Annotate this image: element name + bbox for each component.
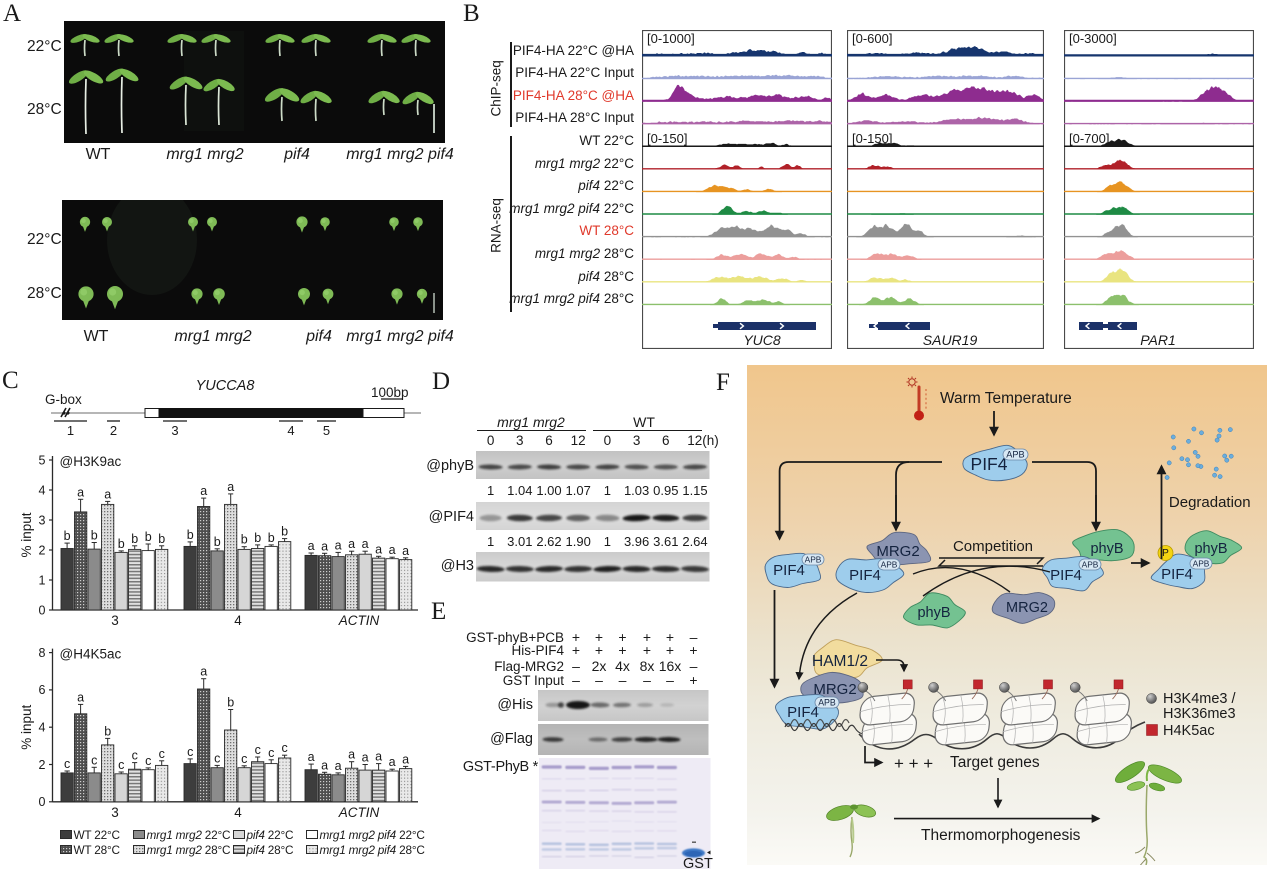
- svg-text:PIF4: PIF4: [773, 562, 805, 579]
- svg-text:H3K36me3: H3K36me3: [1163, 706, 1236, 722]
- svg-text:a: a: [335, 538, 342, 552]
- svg-text:b: b: [118, 537, 125, 551]
- svg-text:Warm Temperature: Warm Temperature: [940, 390, 1072, 407]
- svg-text:b: b: [254, 531, 261, 545]
- svg-text:3: 3: [111, 805, 119, 820]
- svg-text:% input: % input: [20, 512, 34, 557]
- svg-text:PIF4: PIF4: [971, 454, 1008, 474]
- svg-text:6: 6: [39, 683, 46, 697]
- svg-text:5: 5: [39, 453, 46, 467]
- svg-text:c: c: [187, 745, 193, 759]
- svg-text:Degradation: Degradation: [1169, 494, 1251, 511]
- svg-text:APB: APB: [1006, 450, 1024, 460]
- svg-text:MRG2: MRG2: [813, 681, 856, 698]
- svg-text:c: c: [159, 747, 165, 761]
- svg-text:c: c: [241, 752, 247, 766]
- svg-text:3: 3: [39, 513, 46, 527]
- svg-text:PIF4: PIF4: [1050, 567, 1082, 584]
- svg-text:1: 1: [39, 573, 46, 587]
- svg-text:4: 4: [39, 483, 46, 497]
- svg-text:APB: APB: [805, 555, 822, 565]
- svg-text:b: b: [131, 532, 138, 546]
- svg-text:MRG2: MRG2: [876, 543, 919, 560]
- svg-text:APB: APB: [1193, 559, 1210, 569]
- svg-text:a: a: [402, 544, 409, 558]
- svg-text:a: a: [308, 539, 315, 553]
- svg-text:@H3K9ac: @H3K9ac: [60, 454, 122, 469]
- svg-text:% input: % input: [20, 704, 34, 749]
- svg-text:c: c: [118, 758, 124, 772]
- svg-text:c: c: [132, 749, 138, 763]
- svg-text:PIF4: PIF4: [849, 567, 881, 584]
- svg-text:b: b: [268, 531, 275, 545]
- svg-text:APB: APB: [818, 698, 836, 708]
- svg-text:a: a: [77, 485, 84, 499]
- svg-text:ACTIN: ACTIN: [338, 613, 380, 628]
- svg-text:b: b: [241, 533, 248, 547]
- svg-text:ACTIN: ACTIN: [338, 805, 380, 820]
- svg-text:PIF4: PIF4: [1161, 566, 1193, 583]
- svg-text:a: a: [200, 665, 207, 679]
- svg-text:b: b: [227, 696, 234, 710]
- svg-text:c: c: [91, 753, 97, 767]
- svg-text:4: 4: [39, 721, 46, 735]
- svg-text:a: a: [389, 755, 396, 769]
- svg-text:a: a: [402, 752, 409, 766]
- svg-text:a: a: [308, 750, 315, 764]
- svg-text:c: c: [64, 757, 70, 771]
- svg-text:Target genes: Target genes: [950, 754, 1040, 771]
- svg-text:c: c: [214, 751, 220, 765]
- svg-text:a: a: [348, 537, 355, 551]
- svg-text:PIF4: PIF4: [787, 704, 819, 721]
- svg-text:3: 3: [111, 613, 119, 628]
- svg-text:a: a: [227, 480, 234, 494]
- svg-text:4: 4: [234, 805, 242, 820]
- svg-text:Thermomorphogenesis: Thermomorphogenesis: [921, 827, 1081, 844]
- svg-text:HAM1/2: HAM1/2: [812, 653, 868, 670]
- svg-text:8: 8: [39, 646, 46, 660]
- svg-text:a: a: [77, 690, 84, 704]
- svg-text:4: 4: [234, 613, 242, 628]
- svg-text:a: a: [200, 484, 207, 498]
- svg-text:a: a: [375, 542, 382, 556]
- svg-text:b: b: [104, 724, 111, 738]
- svg-text:0: 0: [39, 795, 46, 809]
- svg-text:2: 2: [39, 543, 46, 557]
- svg-text:a: a: [321, 539, 328, 553]
- svg-text:phyB: phyB: [1194, 541, 1227, 557]
- svg-text:phyB: phyB: [917, 605, 950, 621]
- svg-text:b: b: [187, 528, 194, 542]
- svg-text:+ + +: + + +: [894, 754, 933, 773]
- svg-text:b: b: [158, 532, 165, 546]
- svg-text:a: a: [362, 537, 369, 551]
- svg-text:0: 0: [39, 603, 46, 617]
- svg-text:APB: APB: [881, 560, 898, 570]
- svg-text:H3K4me3 /: H3K4me3 /: [1163, 691, 1237, 707]
- svg-text:a: a: [335, 759, 342, 773]
- svg-text:Competition: Competition: [953, 538, 1033, 555]
- svg-text:c: c: [268, 746, 274, 760]
- svg-text:a: a: [389, 543, 396, 557]
- svg-text:P: P: [1162, 548, 1169, 559]
- svg-text:c: c: [145, 754, 151, 768]
- svg-text:MRG2: MRG2: [1006, 600, 1048, 616]
- svg-text:a: a: [348, 748, 355, 762]
- svg-text:b: b: [281, 525, 288, 539]
- svg-text:b: b: [214, 535, 221, 549]
- svg-text:c: c: [255, 743, 261, 757]
- svg-text:b: b: [64, 529, 71, 543]
- svg-text:a: a: [375, 750, 382, 764]
- svg-text:a: a: [321, 758, 328, 772]
- svg-text:H4K5ac: H4K5ac: [1163, 723, 1215, 739]
- svg-text:APB: APB: [1082, 560, 1099, 570]
- svg-text:@H4K5ac: @H4K5ac: [60, 647, 122, 662]
- svg-text:b: b: [91, 529, 98, 543]
- svg-text:c: c: [281, 741, 287, 755]
- svg-text:phyB: phyB: [1090, 541, 1123, 557]
- svg-text:2: 2: [39, 758, 46, 772]
- svg-text:a: a: [104, 487, 111, 501]
- svg-text:b: b: [145, 530, 152, 544]
- svg-text:a: a: [362, 751, 369, 765]
